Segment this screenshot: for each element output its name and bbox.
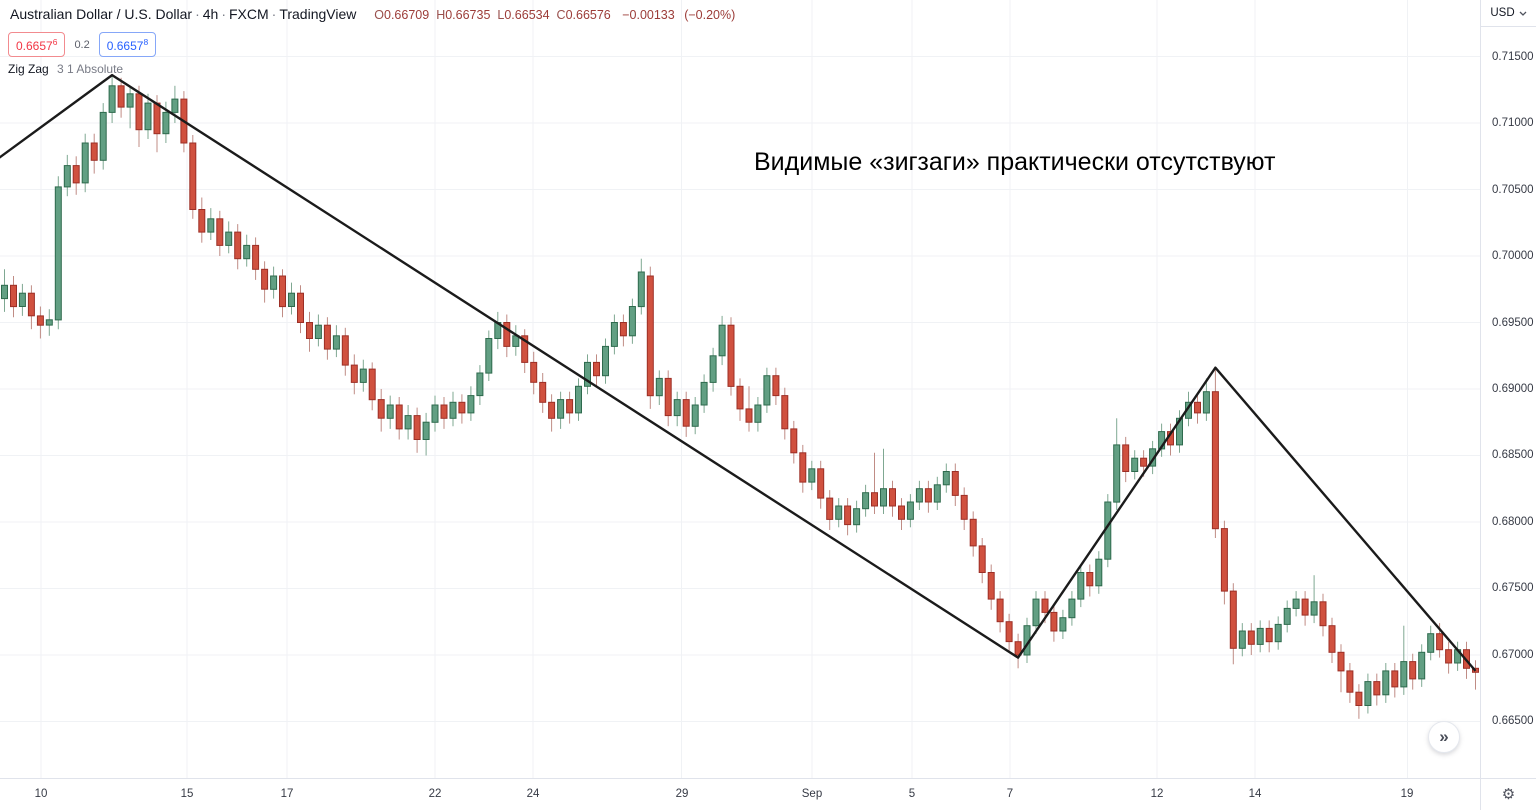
time-axis-label: 15 (180, 788, 194, 800)
candle-bodies (1, 85, 1479, 707)
time-axis-label: 10 (34, 788, 48, 800)
ohlc-value: 0.66576 (565, 8, 611, 22)
price-axis-label: 0.68000 (1492, 516, 1534, 528)
axis-settings-corner[interactable]: ⚙ (1480, 778, 1536, 810)
change-values: −0.00133 (−0.20%) (622, 8, 735, 22)
price-axis[interactable]: USD 0.71500 0.71000 0.70500 0.70000 0.69500 0… (1480, 0, 1536, 778)
change-absolute: −0.00133 (622, 8, 675, 22)
chart-legend: Australian Dollar / U.S. Dollar · 4h · FXCM ·… (10, 6, 735, 24)
gridlines (0, 0, 1480, 778)
price-axis-label: 0.71000 (1492, 117, 1534, 129)
ohlc-item: H0.66735 (436, 8, 490, 22)
chart-plot-area[interactable]: Australian Dollar / U.S. Dollar · 4h · FXCM ·… (0, 0, 1480, 778)
chevron-down-icon (1519, 11, 1527, 16)
price-axis-label: 0.71500 (1492, 51, 1534, 63)
currency-selector[interactable]: USD (1481, 0, 1536, 27)
ohlc-item: C0.66576 (557, 8, 611, 22)
buy-price-button[interactable]: 0.66578 (98, 32, 157, 57)
price-axis-label: 0.70000 (1492, 250, 1534, 262)
ohlc-letter: L (497, 8, 505, 22)
double-chevron-right-icon: » (1439, 726, 1449, 746)
ohlc-letter: O (374, 8, 384, 22)
time-axis[interactable]: 10 15 17 22 24 29 Sep 5 7 12 14 19 (0, 778, 1480, 810)
symbol-name[interactable]: Australian Dollar / U.S. Dollar (10, 6, 193, 22)
price-axis-label: 0.66500 (1492, 715, 1534, 727)
time-axis-label: 7 (1006, 788, 1014, 800)
time-axis-label: 24 (526, 788, 540, 800)
separator-dot: · (195, 6, 200, 22)
spread-value: 0.2 (74, 38, 90, 51)
sell-price-button[interactable]: 0.66576 (8, 32, 66, 57)
time-axis-label: 5 (908, 788, 916, 800)
annotation-text: Видимые «зигзаги» практически отсутствую… (754, 148, 1276, 176)
change-percent: (−0.20%) (684, 8, 736, 22)
scroll-to-realtime-button[interactable]: » (1428, 721, 1460, 753)
ohlc-value: 0.66709 (384, 8, 430, 22)
ohlc-value: 0.66534 (504, 8, 550, 22)
ohlc-letter: C (556, 8, 566, 22)
indicator-name[interactable]: Zig Zag (8, 62, 49, 76)
currency-label: USD (1490, 7, 1515, 19)
price-axis-label: 0.67000 (1492, 649, 1534, 661)
gear-icon[interactable]: ⚙ (1501, 785, 1516, 803)
symbol-title[interactable]: Australian Dollar / U.S. Dollar · 4h · FXCM ·… (10, 6, 360, 22)
bid-ask-row: 0.66576 0.2 0.66578 (8, 32, 157, 57)
separator-dot: · (221, 6, 226, 22)
ohlc-item: L0.66534 (497, 8, 549, 22)
candlestick-chart[interactable] (0, 0, 1480, 778)
price-axis-label: 0.70500 (1492, 184, 1534, 196)
time-axis-label: 29 (675, 788, 689, 800)
ohlc-values: O0.66709 H0.66735 L0.66534 C0.66576 (374, 8, 618, 22)
indicator-legend[interactable]: Zig Zag 3 1 Absolute (8, 62, 123, 76)
price-axis-label: 0.68500 (1492, 449, 1534, 461)
indicator-params: 3 1 Absolute (57, 62, 124, 76)
time-axis-label: 14 (1248, 788, 1262, 800)
price-axis-label: 0.69500 (1492, 317, 1534, 329)
time-axis-label: 12 (1150, 788, 1164, 800)
exchange-label: FXCM (228, 6, 269, 22)
ohlc-value: 0.66735 (445, 8, 491, 22)
price-axis-label: 0.67500 (1492, 582, 1534, 594)
separator-dot: · (271, 6, 277, 22)
time-axis-label: 19 (1400, 788, 1414, 800)
ohlc-item: O0.66709 (374, 8, 429, 22)
zigzag-line (0, 73, 1477, 672)
time-axis-label: Sep (801, 788, 823, 800)
time-axis-label: 17 (280, 788, 294, 800)
ohlc-letter: H (436, 8, 446, 22)
interval-label[interactable]: 4h (202, 6, 219, 22)
time-axis-label: 22 (428, 788, 442, 800)
price-axis-label: 0.69000 (1492, 383, 1534, 395)
platform-label: TradingView (279, 6, 357, 22)
